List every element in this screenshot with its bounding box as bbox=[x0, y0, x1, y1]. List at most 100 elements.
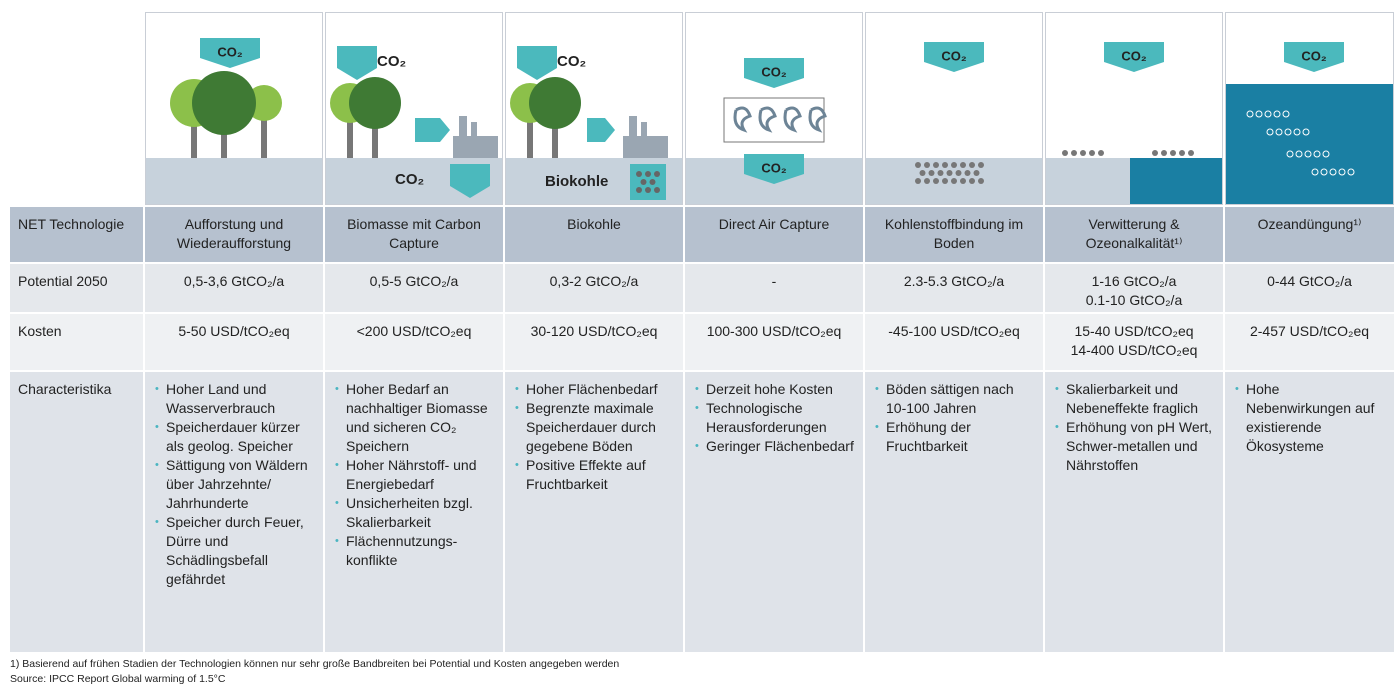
factory bbox=[453, 136, 498, 158]
dot bbox=[1320, 168, 1328, 176]
dot bbox=[1329, 168, 1337, 176]
table-cell: Hoher Land und WasserverbrauchSpeicherda… bbox=[145, 372, 323, 652]
table-cell: - bbox=[685, 264, 863, 312]
co2-label: CO₂ bbox=[1301, 48, 1327, 63]
co2-label: CO₂ bbox=[941, 48, 967, 63]
bullet-list: Hoher Bedarf an nachhaltiger Biomasse un… bbox=[333, 380, 495, 570]
co2-badge bbox=[200, 38, 260, 68]
bullet-list: Skalierbarkeit und Nebeneffekte fraglich… bbox=[1053, 380, 1215, 475]
dot bbox=[1098, 150, 1104, 156]
co2-label: CO₂ bbox=[761, 64, 787, 79]
dot bbox=[1089, 150, 1095, 156]
co2-label: CO₂ bbox=[217, 44, 243, 59]
dot bbox=[1179, 150, 1185, 156]
header-cell: Direct Air Capture bbox=[685, 207, 863, 262]
dot bbox=[1347, 168, 1355, 176]
header-cell: Biokohle bbox=[505, 207, 683, 262]
dot bbox=[969, 178, 975, 184]
table-cell: 2-457 USD/tCO₂eq bbox=[1225, 314, 1394, 370]
illustration-label: CO₂ bbox=[377, 53, 406, 70]
table-cell: 2.3-5.3 GtCO₂/a bbox=[865, 264, 1043, 312]
table-cell: Derzeit hohe KostenTechnologische Heraus… bbox=[685, 372, 863, 652]
illustration-label: Biokohle bbox=[545, 173, 608, 190]
dot bbox=[645, 171, 651, 177]
table-cell: 0,5-5 GtCO₂/a bbox=[325, 264, 503, 312]
bullet: Technologische Herausforderungen bbox=[693, 399, 855, 437]
bullet-list: Böden sättigen nach 10-100 JahrenErhöhun… bbox=[873, 380, 1035, 456]
table-cell: Hohe Nebenwirkungen auf existierende Öko… bbox=[1225, 372, 1394, 652]
trunk bbox=[372, 108, 378, 158]
bullet: Hohe Nebenwirkungen auf existierende Öko… bbox=[1233, 380, 1386, 456]
dot bbox=[942, 162, 948, 168]
table-cell: Hoher Bedarf an nachhaltiger Biomasse un… bbox=[325, 372, 503, 652]
trunk bbox=[191, 108, 197, 158]
dot bbox=[969, 162, 975, 168]
dot bbox=[1273, 110, 1281, 118]
dot bbox=[1284, 128, 1292, 136]
footnote: 1) Basierend auf frühen Stadien der Tech… bbox=[10, 658, 620, 670]
arrow-shape bbox=[415, 118, 450, 142]
table-cell: 0,3-2 GtCO₂/a bbox=[505, 264, 683, 312]
bullet: Hoher Flächenbedarf bbox=[513, 380, 675, 399]
trunk bbox=[261, 108, 267, 158]
table-cell: 1-16 GtCO₂/a 0.1-10 GtCO₂/a bbox=[1045, 264, 1223, 312]
dot bbox=[636, 171, 642, 177]
illustration-label: CO₂ bbox=[395, 171, 424, 188]
dot bbox=[1275, 128, 1283, 136]
chimney bbox=[459, 116, 467, 138]
bullet: Begrenzte maximale Speicherdauer durch g… bbox=[513, 399, 675, 456]
tree-crown bbox=[349, 77, 401, 129]
dot bbox=[937, 170, 944, 176]
dot bbox=[654, 187, 660, 193]
arrow-shape bbox=[587, 118, 615, 142]
table-cell: Hoher FlächenbedarfBegrenzte maximale Sp… bbox=[505, 372, 683, 652]
bullet: Sättigung von Wäldern über Jahrzehnte/ J… bbox=[153, 456, 315, 513]
dot bbox=[1338, 168, 1346, 176]
dot bbox=[654, 171, 660, 177]
bullet: Speicher durch Feuer, Dürre und Schädlin… bbox=[153, 513, 315, 589]
dot bbox=[1170, 150, 1176, 156]
dot bbox=[973, 170, 980, 176]
bullet: Erhöhung von pH Wert, Schwer-metallen un… bbox=[1053, 418, 1215, 475]
bullet: Geringer Flächenbedarf bbox=[693, 437, 855, 456]
bullet: Derzeit hohe Kosten bbox=[693, 380, 855, 399]
bullet: Hoher Nährstoff- und Energiebedarf bbox=[333, 456, 495, 494]
illustrations: CO₂ CO₂ CO₂ CO₂ Biokohle CO₂ CO₂ CO₂ CO₂ CO₂ bbox=[145, 12, 1394, 205]
dot bbox=[1311, 168, 1319, 176]
fan bbox=[733, 106, 752, 133]
co2-badge bbox=[744, 154, 804, 184]
bullet: Böden sättigen nach 10-100 Jahren bbox=[873, 380, 1035, 418]
dot bbox=[942, 178, 948, 184]
fan bbox=[758, 106, 777, 133]
bullet: Flächennutzungs-konflikte bbox=[333, 532, 495, 570]
tree-crown bbox=[246, 85, 282, 121]
dot bbox=[915, 162, 921, 168]
dot bbox=[1313, 150, 1321, 158]
table-cell: 15-40 USD/tCO₂eq 14-400 USD/tCO₂eq bbox=[1045, 314, 1223, 370]
header-cell: Aufforstung und Wiederaufforstung bbox=[145, 207, 323, 262]
dot bbox=[928, 170, 935, 176]
dot bbox=[649, 179, 656, 185]
dot bbox=[933, 178, 939, 184]
dot bbox=[960, 178, 966, 184]
header-cell: Kohlenstoffbindung im Boden bbox=[865, 207, 1043, 262]
dot bbox=[1062, 150, 1068, 156]
row-label: Kosten bbox=[10, 314, 143, 370]
chimney bbox=[629, 116, 637, 138]
dot bbox=[978, 178, 984, 184]
dot bbox=[1188, 150, 1194, 156]
bullet-list: Hohe Nebenwirkungen auf existierende Öko… bbox=[1233, 380, 1386, 456]
trunk bbox=[552, 108, 558, 158]
table-cell: -45-100 USD/tCO₂eq bbox=[865, 314, 1043, 370]
dot bbox=[1293, 128, 1301, 136]
dot bbox=[946, 170, 953, 176]
dot bbox=[955, 170, 962, 176]
ground bbox=[146, 158, 322, 204]
fan bbox=[783, 106, 802, 133]
dot bbox=[964, 170, 971, 176]
table-cell: Skalierbarkeit und Nebeneffekte fraglich… bbox=[1045, 372, 1223, 652]
co2-shape bbox=[450, 164, 490, 198]
dot bbox=[645, 187, 651, 193]
chimney bbox=[471, 122, 477, 138]
